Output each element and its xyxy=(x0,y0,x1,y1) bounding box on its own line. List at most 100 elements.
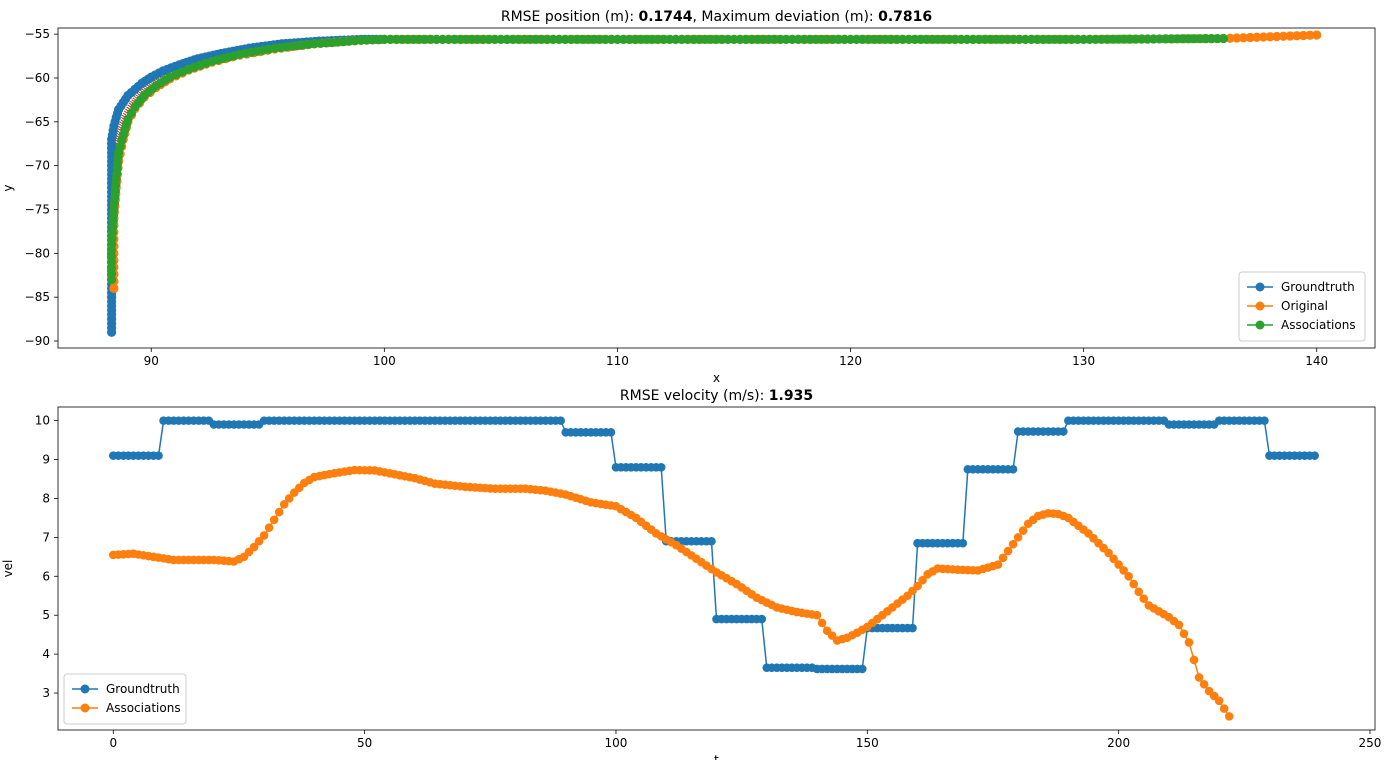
legend-swatch-marker xyxy=(80,703,90,713)
y-tick-label: 6 xyxy=(42,569,50,583)
data-point xyxy=(274,507,284,517)
data-point xyxy=(1218,33,1229,44)
data-point xyxy=(556,416,565,425)
data-point xyxy=(1225,33,1235,43)
data-point xyxy=(656,463,666,472)
data-point xyxy=(998,553,1008,563)
data-point xyxy=(1252,32,1262,42)
chart-title-part: 0.7816 xyxy=(878,9,932,25)
y-tick-label: −70 xyxy=(25,159,50,173)
data-point xyxy=(1129,579,1139,589)
y-tick-label: 9 xyxy=(42,453,50,467)
data-point xyxy=(1292,31,1302,41)
y-axis-label: vel xyxy=(1,560,15,578)
y-tick-label: 5 xyxy=(42,608,50,622)
data-point xyxy=(1224,712,1234,721)
data-point xyxy=(1184,638,1194,647)
x-tick-label: 0 xyxy=(109,736,117,750)
plot-area xyxy=(107,30,1322,337)
y-tick-label: −65 xyxy=(25,115,50,129)
y-tick-label: 4 xyxy=(42,647,50,661)
x-tick-label: 150 xyxy=(856,736,879,750)
data-point xyxy=(1059,427,1068,436)
data-point xyxy=(1214,696,1224,706)
legend-box xyxy=(1238,271,1366,342)
data-point xyxy=(249,542,259,552)
chart-title: RMSE position (m): 0.1744, Maximum devia… xyxy=(501,9,932,25)
data-point xyxy=(1114,560,1123,569)
legend-swatch-marker xyxy=(1255,282,1265,292)
x-tick-label: 200 xyxy=(1107,736,1130,750)
data-point xyxy=(1104,548,1113,558)
data-point xyxy=(1008,464,1018,474)
data-point xyxy=(993,560,1003,569)
data-point xyxy=(757,614,767,624)
data-point xyxy=(1260,416,1269,425)
data-point xyxy=(279,499,289,509)
x-tick-label: 50 xyxy=(357,736,372,750)
data-point xyxy=(154,451,163,460)
data-point xyxy=(259,531,269,540)
y-tick-label: 8 xyxy=(42,491,50,505)
y-tick-label: 10 xyxy=(35,414,50,428)
y-tick-label: 7 xyxy=(42,530,50,544)
x-axis-label: t xyxy=(714,753,719,760)
chart-title-part: , Maximum deviation (m): xyxy=(693,9,879,25)
data-point xyxy=(1018,526,1028,535)
chart-title-part: RMSE velocity (m/s): xyxy=(620,388,769,404)
data-point xyxy=(606,428,616,437)
data-point xyxy=(1310,451,1319,460)
data-point xyxy=(1258,32,1269,42)
data-point xyxy=(1272,31,1282,42)
data-point xyxy=(1179,629,1189,638)
x-tick-label: 100 xyxy=(605,736,628,750)
data-point xyxy=(1219,704,1229,713)
legend-swatch-marker xyxy=(1255,320,1265,330)
legend-swatch-marker xyxy=(80,684,90,694)
data-point xyxy=(1174,620,1184,630)
y-tick-label: 3 xyxy=(42,686,50,700)
y-tick-label: −60 xyxy=(25,71,50,85)
y-tick-label: −90 xyxy=(25,334,50,348)
legend: Groundtruth Associations xyxy=(63,673,187,725)
y-tick-label: −75 xyxy=(25,202,50,216)
legend-swatch-marker xyxy=(1255,301,1265,311)
data-point xyxy=(1245,32,1255,43)
chart-title-part: 0.1744 xyxy=(638,9,692,25)
x-tick-label: 140 xyxy=(1305,354,1328,368)
data-point xyxy=(918,575,927,585)
y-tick-label: −85 xyxy=(25,290,50,304)
series-associations xyxy=(107,33,1229,285)
data-point xyxy=(1134,587,1144,597)
series-associations xyxy=(108,465,1234,721)
data-point xyxy=(254,536,264,546)
data-point xyxy=(908,623,917,633)
data-point xyxy=(1199,679,1209,689)
data-point xyxy=(1008,539,1018,549)
series-groundtruth xyxy=(108,416,1319,674)
data-point xyxy=(1109,554,1118,564)
data-point xyxy=(1194,673,1204,682)
x-tick-label: 130 xyxy=(1072,354,1095,368)
data-point xyxy=(913,581,922,591)
data-point xyxy=(1238,33,1249,43)
axes-frame xyxy=(57,27,1376,349)
data-point xyxy=(1278,31,1289,41)
x-tick-label: 120 xyxy=(839,354,862,368)
legend-label: Groundtruth xyxy=(106,682,180,696)
data-point xyxy=(1189,655,1199,665)
data-point xyxy=(269,515,279,525)
y-tick-label: −80 xyxy=(25,246,50,260)
y-axis-label: y xyxy=(1,184,15,191)
data-point xyxy=(1285,31,1295,41)
data-point xyxy=(1305,30,1315,40)
data-point xyxy=(1139,594,1149,603)
plot-area xyxy=(108,416,1319,721)
velocity-panel: RMSE velocity (m/s): 1.935 0 50 100 150 200 25… xyxy=(1,388,1381,760)
chart-title-part: 1.935 xyxy=(769,388,813,404)
data-point xyxy=(1232,33,1242,43)
chart-title-part: RMSE position (m): xyxy=(501,9,639,25)
legend-label: Original xyxy=(1281,299,1328,313)
legend-box xyxy=(63,673,187,725)
